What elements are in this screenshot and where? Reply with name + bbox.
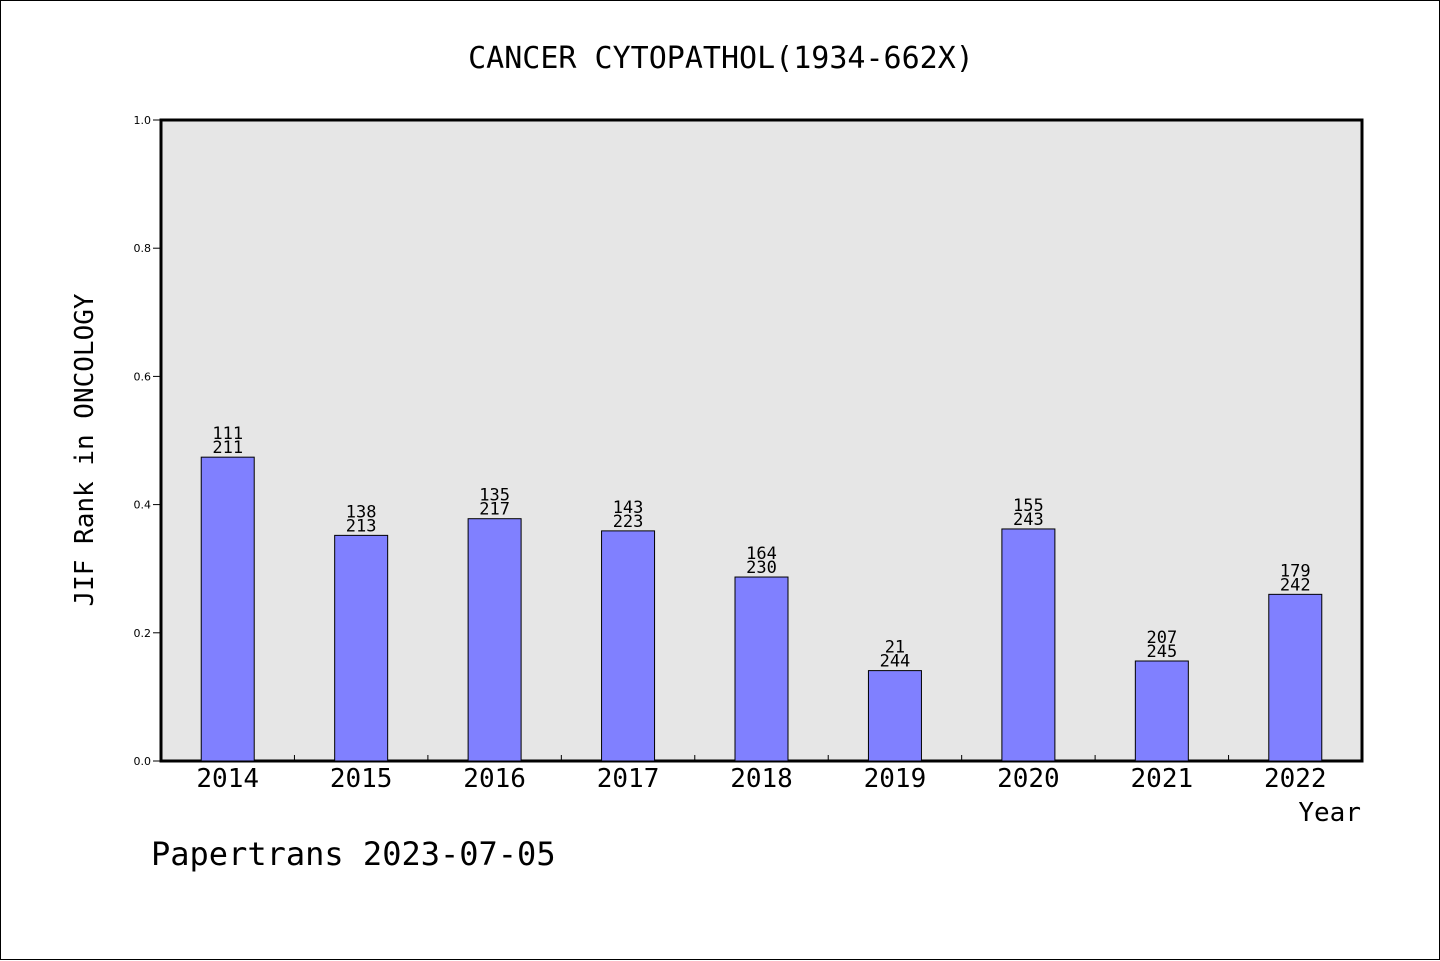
bar bbox=[1268, 593, 1323, 762]
bar-rank-label: 143 bbox=[613, 498, 644, 518]
y-tick-label: 1.0 bbox=[134, 114, 152, 127]
bar-rank-label: 179 bbox=[1280, 561, 1311, 581]
bar-rank-label: 21 bbox=[885, 638, 905, 658]
bar-rank-label: 207 bbox=[1146, 628, 1177, 648]
x-tick-label: 2022 bbox=[1264, 764, 1327, 794]
y-tick-label: 0.4 bbox=[134, 499, 152, 512]
bar bbox=[200, 456, 255, 762]
y-axis-label: JIF Rank in ONCOLOGY bbox=[70, 293, 100, 606]
y-tick-label: 0.2 bbox=[134, 627, 152, 640]
bar bbox=[601, 530, 656, 762]
bars-group bbox=[200, 456, 1323, 762]
x-axis-ticks: 2014 2015 2016 2017 2018 2019 2020 2021 2022 bbox=[196, 755, 1327, 794]
y-tick-label: 0.6 bbox=[134, 370, 152, 383]
bar-rank-label: 111 bbox=[212, 424, 243, 444]
bar-total-label: 245 bbox=[1146, 642, 1177, 662]
x-axis-label: Year bbox=[1298, 798, 1361, 828]
bar-total-label: 217 bbox=[479, 500, 510, 520]
y-axis-ticks: 0.0 0.2 0.4 0.6 0.8 1.0 bbox=[134, 114, 161, 768]
bar-rank-label: 135 bbox=[479, 486, 510, 506]
bar-total-label: 211 bbox=[212, 438, 243, 458]
bar-total-label: 223 bbox=[613, 512, 644, 532]
bar bbox=[467, 518, 522, 762]
x-tick-label: 2019 bbox=[864, 764, 927, 794]
bar-total-label: 244 bbox=[880, 652, 911, 672]
bar bbox=[734, 576, 789, 762]
bar-total-label: 230 bbox=[746, 558, 777, 578]
y-tick-label: 0.0 bbox=[134, 755, 152, 768]
bar-rank-label: 138 bbox=[346, 502, 377, 522]
x-tick-label: 2017 bbox=[597, 764, 660, 794]
bar bbox=[867, 670, 922, 762]
x-tick-label: 2016 bbox=[463, 764, 526, 794]
bar bbox=[1134, 660, 1189, 762]
bar-rank-label: 155 bbox=[1013, 496, 1044, 516]
bar-total-label: 213 bbox=[346, 516, 377, 536]
bar bbox=[1001, 528, 1056, 762]
chart-title: CANCER CYTOPATHOL(1934-662X) bbox=[468, 41, 974, 76]
x-tick-label: 2014 bbox=[196, 764, 259, 794]
bar-rank-label: 164 bbox=[746, 544, 777, 564]
y-tick-label: 0.8 bbox=[134, 242, 152, 255]
bar-total-label: 243 bbox=[1013, 510, 1044, 530]
bar-total-label: 242 bbox=[1280, 575, 1311, 595]
x-tick-label: 2018 bbox=[730, 764, 793, 794]
x-tick-label: 2021 bbox=[1131, 764, 1194, 794]
footer-credit: Papertrans 2023-07-05 bbox=[151, 835, 556, 873]
x-tick-label: 2015 bbox=[330, 764, 393, 794]
x-tick-label: 2020 bbox=[997, 764, 1060, 794]
bar bbox=[334, 534, 389, 762]
